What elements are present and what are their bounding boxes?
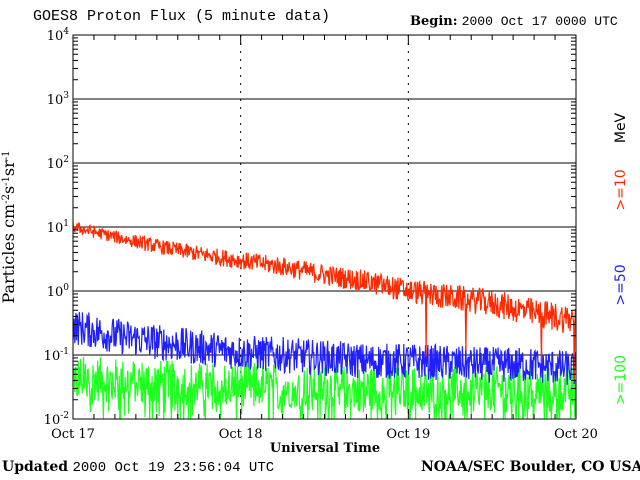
y-tick-label: 100	[47, 283, 70, 300]
legend-entry: >=100	[613, 355, 629, 405]
y-axis-label-text: Particles cm-2s-1sr-1	[0, 150, 18, 303]
begin-label: Begin:	[410, 14, 458, 29]
y-tick-labels: 104 103 102 101 100 10-1 10-2	[44, 27, 70, 428]
legend-entry: MeV	[613, 112, 629, 143]
updated-value: 2000 Oct 19 23:56:04 UTC	[72, 460, 275, 476]
legend: MeV >=10 >=50 >=100	[613, 112, 629, 405]
legend-entry: >=10	[613, 169, 629, 210]
y-tick-label: 101	[47, 219, 69, 236]
series-line->=100	[72, 356, 577, 420]
legend-entry: >=50	[613, 264, 629, 305]
updated-label: Updated	[2, 459, 69, 475]
series-layer	[72, 221, 577, 420]
x-tick-label: Oct 19	[386, 427, 430, 442]
y-tick-label: 10-1	[44, 347, 69, 364]
x-tick-label: Oct 17	[51, 427, 95, 442]
x-tick-labels: Oct 17 Oct 18 Oct 19 Oct 20	[51, 427, 598, 442]
x-tick-label: Oct 20	[554, 427, 598, 442]
series-line->=10	[72, 221, 577, 380]
begin-info: Begin: 2000 Oct 17 0000 UTC	[410, 14, 618, 29]
y-axis-label: Particles cm-2s-1sr-1	[0, 150, 18, 303]
y-tick-label: 103	[47, 91, 70, 108]
chart-title: GOES8 Proton Flux (5 minute data)	[33, 8, 331, 25]
y-tick-label: 104	[47, 27, 70, 44]
x-tick-label: Oct 18	[219, 427, 263, 442]
ticks-layer	[73, 35, 576, 419]
begin-value: 2000 Oct 17 0000 UTC	[461, 14, 618, 29]
updated-info: Updated 2000 Oct 19 23:56:04 UTC	[2, 459, 274, 476]
plot-frame	[72, 34, 577, 420]
credit-text: NOAA/SEC Boulder, CO USA	[421, 459, 640, 475]
y-tick-label: 10-2	[44, 411, 69, 428]
series-line->=50	[72, 312, 577, 385]
grid-layer	[73, 35, 576, 419]
y-tick-label: 102	[47, 155, 69, 172]
x-axis-label: Universal Time	[270, 441, 380, 456]
